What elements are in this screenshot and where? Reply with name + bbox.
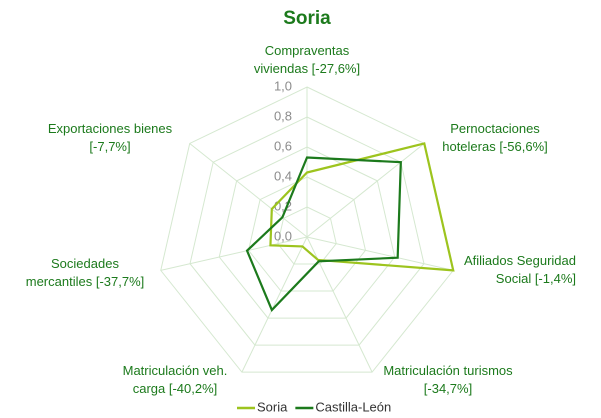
axis-label-line: Social [-1,4%] — [496, 271, 576, 286]
axis-label-line: hoteleras [-56,6%] — [442, 139, 548, 154]
chart-title: Soria — [283, 8, 331, 29]
grid-ring — [189, 116, 425, 346]
r-tick-label: 0,4 — [274, 168, 292, 183]
axis-label-line: carga [-40,2%] — [133, 381, 218, 396]
grid-ring — [277, 206, 337, 265]
axis-label-line: Exportaciones bienes — [48, 121, 173, 136]
r-tick-label: 0,6 — [274, 138, 292, 153]
r-tick-label: 0,0 — [274, 228, 292, 243]
spoke — [189, 143, 308, 238]
axis-label-line: Afiliados Seguridad — [464, 253, 576, 268]
axis-label-line: mercantiles [-37,7%] — [26, 274, 145, 289]
axis-label: Compraventas viviendas [-27,6%] — [254, 43, 360, 76]
spoke — [241, 236, 308, 373]
legend-label: Soria — [257, 399, 288, 414]
axis-label: Sociedades mercantiles [-37,7%] — [26, 256, 145, 289]
series-line — [269, 142, 455, 272]
grid-ring — [247, 176, 367, 292]
axis-label: Exportaciones bienes [-7,7%] — [48, 121, 173, 154]
axis-label: Matriculación turismos [-34,7%] — [383, 363, 513, 396]
spoke — [160, 236, 308, 271]
spoke — [306, 236, 373, 373]
spoke — [306, 236, 454, 271]
axis-label-line: Matriculación veh. — [123, 363, 228, 378]
legend-label: Castilla-León — [315, 399, 391, 414]
series-line — [245, 156, 402, 312]
axis-label-line: viviendas [-27,6%] — [254, 61, 360, 76]
r-tick-label: 0,8 — [274, 108, 292, 123]
axis-label: Pernoctaciones hoteleras [-56,6%] — [442, 121, 548, 154]
axis-label: Matriculación veh. carga [-40,2%] — [123, 363, 228, 396]
spoke — [306, 143, 425, 238]
axis-label-line: Matriculación turismos — [383, 363, 513, 378]
axis-label: Afiliados Seguridad Social [-1,4%] — [464, 253, 576, 286]
axis-label-line: Compraventas — [265, 43, 350, 58]
axis-label-line: Pernoctaciones — [450, 121, 540, 136]
axis-label-line: [-34,7%] — [424, 381, 472, 396]
axis-label-line: Sociedades — [51, 256, 119, 271]
r-tick-label: 1,0 — [274, 78, 292, 93]
grid-ring — [218, 146, 396, 319]
axis-label-line: [-7,7%] — [89, 139, 130, 154]
